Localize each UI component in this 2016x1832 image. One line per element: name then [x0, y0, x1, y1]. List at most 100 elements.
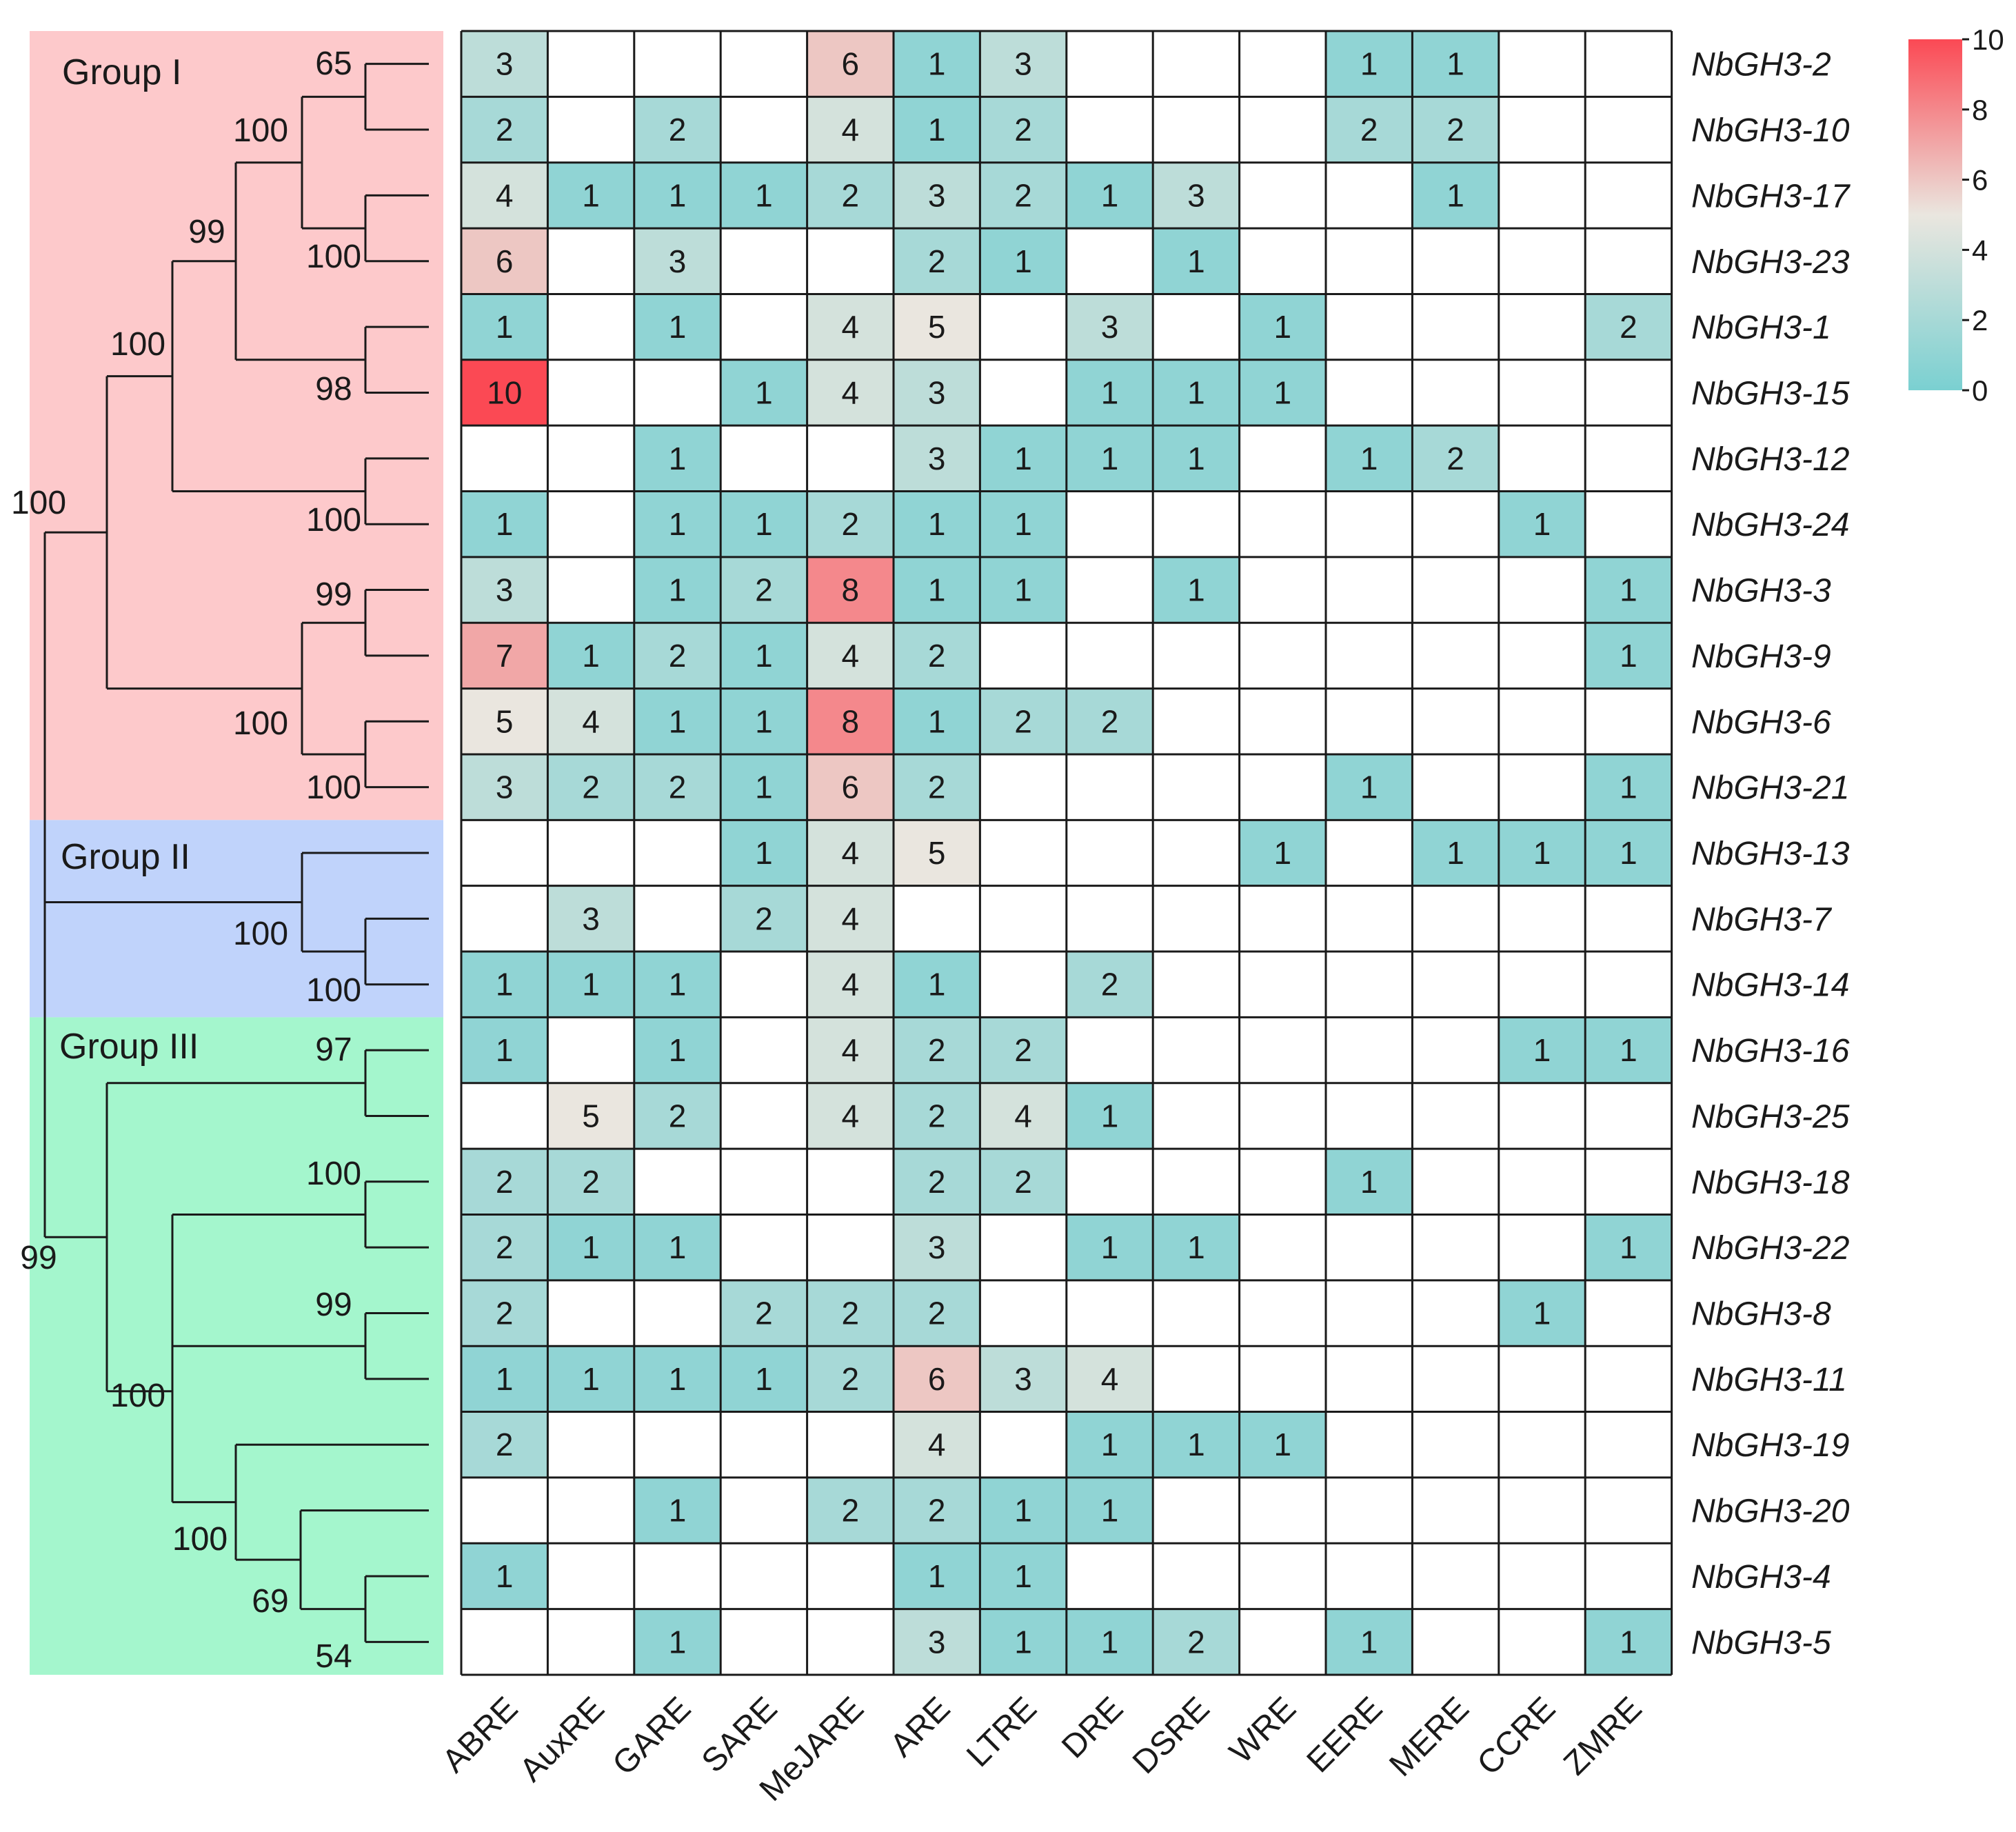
heatmap-cell	[894, 491, 980, 557]
heatmap-cell	[1412, 162, 1499, 229]
bootstrap-value: 99	[20, 1240, 57, 1276]
heatmap-cell	[461, 1346, 548, 1412]
heatmap-cell	[547, 97, 634, 163]
heatmap-cell	[1153, 359, 1240, 426]
cell-value: 1	[1101, 177, 1119, 213]
cell-value: 2	[669, 769, 687, 805]
heatmap-cell	[634, 31, 721, 97]
heatmap-cell	[1239, 688, 1326, 754]
heatmap-cell	[894, 1346, 980, 1412]
heatmap-cell	[1498, 1280, 1586, 1347]
x-tick-label: AuxRE	[513, 1690, 612, 1789]
cell-value: 2	[582, 769, 600, 805]
heatmap-cell	[461, 1411, 548, 1478]
heatmap-cell	[980, 754, 1067, 821]
heatmap-cell	[1326, 31, 1413, 97]
cell-value: 1	[1014, 441, 1032, 476]
heatmap-cell	[547, 425, 634, 492]
heatmap-cell	[1585, 228, 1672, 294]
cell-value: 1	[496, 1032, 514, 1068]
cell-value: 4	[842, 309, 860, 345]
group-panel-1	[30, 31, 443, 821]
cell-value: 1	[928, 703, 946, 739]
cell-value: 3	[669, 243, 687, 279]
cell-value: 2	[928, 1164, 946, 1200]
heatmap-cell	[1239, 1280, 1326, 1347]
heatmap-cell	[547, 1149, 634, 1215]
heatmap-cell	[720, 1543, 807, 1609]
heatmap-cell	[547, 31, 634, 97]
heatmap-cell	[1239, 97, 1326, 163]
heatmap-cell	[1498, 31, 1586, 97]
heatmap-cell	[807, 952, 894, 1018]
heatmap-cell	[980, 1083, 1067, 1149]
heatmap-cell	[634, 1083, 721, 1149]
cell-value: 1	[1101, 374, 1119, 410]
heatmap-cell	[807, 97, 894, 163]
cell-value: 1	[755, 638, 773, 674]
cell-value: 6	[842, 46, 860, 82]
heatmap-cell	[461, 1609, 548, 1675]
heatmap-cell	[894, 1083, 980, 1149]
heatmap-cell	[547, 1083, 634, 1149]
heatmap-cell	[1066, 623, 1153, 689]
bootstrap-value: 100	[306, 502, 361, 538]
heatmap-cell	[1066, 1346, 1153, 1412]
cell-value: 3	[928, 1229, 946, 1265]
heatmap-cell	[1153, 1346, 1240, 1412]
heatmap-cell	[1239, 359, 1326, 426]
cell-value: 1	[1620, 769, 1637, 805]
cell-value: 1	[1014, 1493, 1032, 1529]
gene-label: NbGH3-25	[1691, 1098, 1850, 1135]
heatmap-cell	[1326, 623, 1413, 689]
heatmap-cell	[1066, 754, 1153, 821]
bootstrap-value: 100	[306, 239, 361, 275]
heatmap-cell	[1066, 556, 1153, 623]
heatmap-cell	[1153, 425, 1240, 492]
heatmap-cell	[1412, 1477, 1499, 1544]
cell-value: 1	[1101, 1098, 1119, 1134]
heatmap-cell	[1239, 1609, 1326, 1675]
heatmap-cell	[1412, 425, 1499, 492]
heatmap-cell	[1585, 294, 1672, 360]
cell-value: 1	[928, 967, 946, 1003]
cell-value: 5	[928, 835, 946, 871]
gene-label: NbGH3-8	[1691, 1296, 1831, 1333]
heatmap-cell	[547, 1346, 634, 1412]
heatmap-cell	[1326, 556, 1413, 623]
x-tick-label: ARE	[883, 1690, 957, 1764]
heatmap-cell	[461, 556, 548, 623]
x-tick-label: CCRE	[1471, 1690, 1563, 1782]
heatmap-cell	[720, 359, 807, 426]
cell-value: 1	[755, 703, 773, 739]
bootstrap-value: 54	[315, 1638, 352, 1675]
cell-value: 1	[1620, 572, 1637, 608]
gene-label: NbGH3-2	[1691, 47, 1831, 83]
heatmap-cell	[894, 1609, 980, 1675]
heatmap-cell	[1066, 1543, 1153, 1609]
heatmap-cell	[634, 556, 721, 623]
heatmap-cell	[1153, 556, 1240, 623]
heatmap-cell	[1498, 820, 1586, 886]
heatmap-cell	[634, 1411, 721, 1478]
heatmap-cell	[720, 1280, 807, 1347]
heatmap-cell	[1585, 1149, 1672, 1215]
cell-value: 1	[1360, 769, 1378, 805]
labels: 6510010099981001001009910010010010097100…	[11, 46, 1851, 1809]
heatmap-cell	[1326, 885, 1413, 952]
bootstrap-value: 100	[233, 112, 288, 149]
heatmap-cell	[1153, 688, 1240, 754]
cell-value: 1	[669, 1624, 687, 1660]
heatmap-cell	[720, 556, 807, 623]
cell-value: 4	[842, 638, 860, 674]
cell-value: 1	[755, 177, 773, 213]
heatmap-cell	[807, 1214, 894, 1280]
heatmap-cell	[894, 1280, 980, 1347]
cell-value: 2	[1014, 112, 1032, 148]
gene-label: NbGH3-6	[1691, 704, 1831, 741]
cell-value: 2	[928, 769, 946, 805]
heatmap-cell	[1412, 294, 1499, 360]
heatmap-cell	[1412, 1214, 1499, 1280]
heatmap-cell	[1239, 885, 1326, 952]
